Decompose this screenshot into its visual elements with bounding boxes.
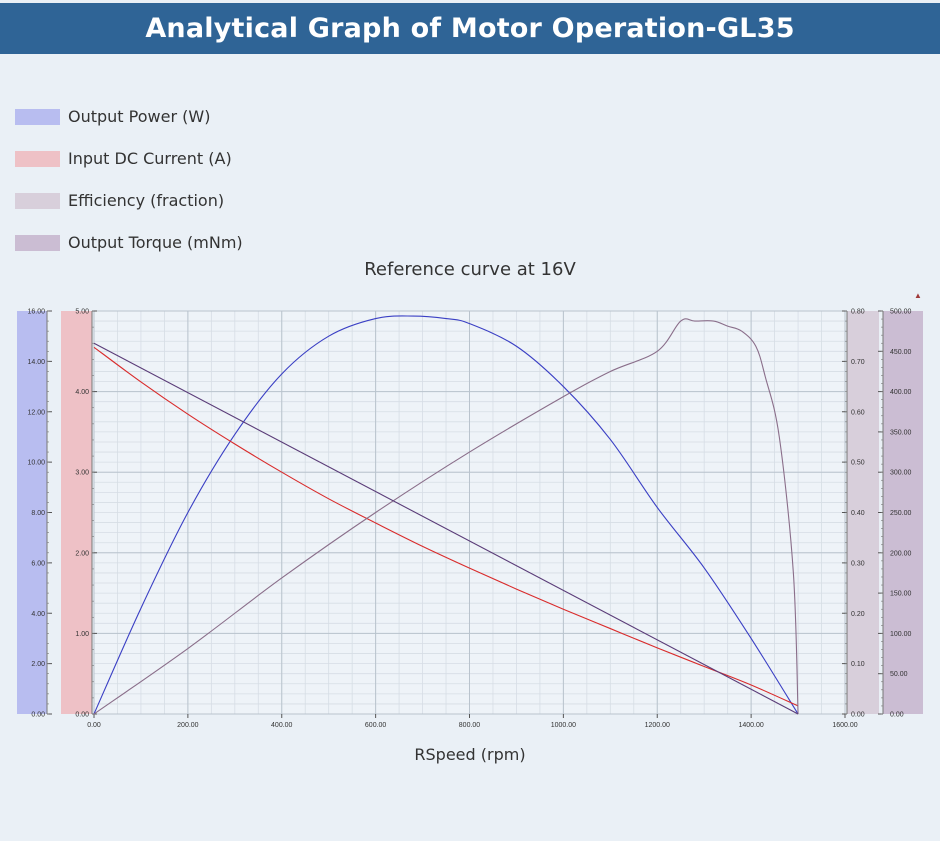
axis-band-power (17, 311, 47, 714)
x-axis-label: RSpeed (rpm) (414, 745, 526, 764)
y-tick-label-torque: 100.00 (890, 631, 912, 638)
series-line-power (93, 315, 799, 715)
y-tick-label-torque: 0.00 (890, 712, 904, 719)
x-tick-label: 1600.00 (832, 722, 857, 729)
y-tick-label-efficiency: 0.20 (851, 611, 865, 618)
page-title: Analytical Graph of Motor Operation-GL35 (145, 13, 795, 44)
triangle-marker-icon: ▲ (914, 291, 922, 300)
y-tick-label-power: 4.00 (31, 611, 45, 618)
y-tick-label-efficiency: 0.30 (851, 560, 865, 567)
axis-band-current (61, 311, 92, 714)
header-bar: Analytical Graph of Motor Operation-GL35 (0, 3, 940, 54)
y-tick-label-efficiency: 0.50 (851, 460, 865, 467)
legend-item-input-current: Input DC Current (A) (15, 148, 243, 169)
y-tick-label-current: 1.00 (75, 631, 89, 638)
y-tick-label-torque: 400.00 (890, 389, 912, 396)
y-tick-label-power: 2.00 (31, 661, 45, 668)
y-tick-label-torque: 500.00 (890, 309, 912, 316)
y-tick-label-efficiency: 0.60 (851, 409, 865, 416)
y-tick-label-current: 5.00 (75, 309, 89, 316)
y-tick-label-power: 6.00 (31, 560, 45, 567)
legend-item-output-power: Output Power (W) (15, 106, 243, 127)
y-tick-label-efficiency: 0.70 (851, 359, 865, 366)
motor-chart: 0.00 200.00 400.00 600.00 800.00 1000.00 1200.… (17, 309, 923, 729)
x-tick-label: 0.00 (87, 722, 101, 729)
y-tick-label-power: 10.00 (27, 460, 45, 467)
legend-item-output-torque: Output Torque (mNm) (15, 232, 243, 253)
series-line-efficiency (93, 318, 799, 715)
y-tick-label-torque: 200.00 (890, 550, 912, 557)
x-tick-label: 400.00 (271, 722, 293, 729)
axis-band-torque (883, 311, 923, 714)
series-line-current (93, 346, 799, 707)
chart-legend: Output Power (W) Input DC Current (A) Ef… (15, 106, 243, 274)
y-tick-label-current: 4.00 (75, 389, 89, 396)
axis-band-efficiency (847, 311, 879, 714)
x-tick-label: 600.00 (365, 722, 387, 729)
y-tick-label-power: 12.00 (27, 409, 45, 416)
y-tick-label-efficiency: 0.00 (851, 712, 865, 719)
legend-swatch (15, 108, 60, 125)
x-tick-label: 1000.00 (551, 722, 576, 729)
series-line-torque (93, 342, 799, 715)
legend-swatch (15, 234, 60, 251)
y-tick-label-torque: 250.00 (890, 510, 912, 517)
y-tick-label-power: 16.00 (27, 309, 45, 316)
legend-label: Input DC Current (A) (68, 149, 232, 168)
legend-swatch (15, 192, 60, 209)
y-tick-label-efficiency: 0.80 (851, 309, 865, 316)
legend-label: Output Power (W) (68, 107, 211, 126)
y-tick-label-torque: 300.00 (890, 470, 912, 477)
legend-swatch (15, 150, 60, 167)
legend-item-efficiency: Efficiency (fraction) (15, 190, 243, 211)
x-tick-label: 800.00 (459, 722, 481, 729)
y-tick-label-torque: 150.00 (890, 591, 912, 598)
y-tick-label-torque: 350.00 (890, 429, 912, 436)
y-tick-label-power: 8.00 (31, 510, 45, 517)
legend-label: Efficiency (fraction) (68, 191, 225, 210)
x-tick-label: 1400.00 (738, 722, 763, 729)
y-tick-label-power: 14.00 (27, 359, 45, 366)
y-tick-label-current: 0.00 (75, 712, 89, 719)
y-tick-label-torque: 450.00 (890, 349, 912, 356)
y-tick-label-torque: 50.00 (890, 671, 908, 678)
y-tick-label-efficiency: 0.10 (851, 661, 865, 668)
y-tick-label-current: 3.00 (75, 470, 89, 477)
legend-label: Output Torque (mNm) (68, 233, 243, 252)
y-tick-label-current: 2.00 (75, 550, 89, 557)
chart-title: Reference curve at 16V (364, 259, 576, 280)
y-tick-label-efficiency: 0.40 (851, 510, 865, 517)
x-tick-label: 200.00 (177, 722, 199, 729)
x-tick-label: 1200.00 (645, 722, 670, 729)
y-tick-label-power: 0.00 (31, 712, 45, 719)
